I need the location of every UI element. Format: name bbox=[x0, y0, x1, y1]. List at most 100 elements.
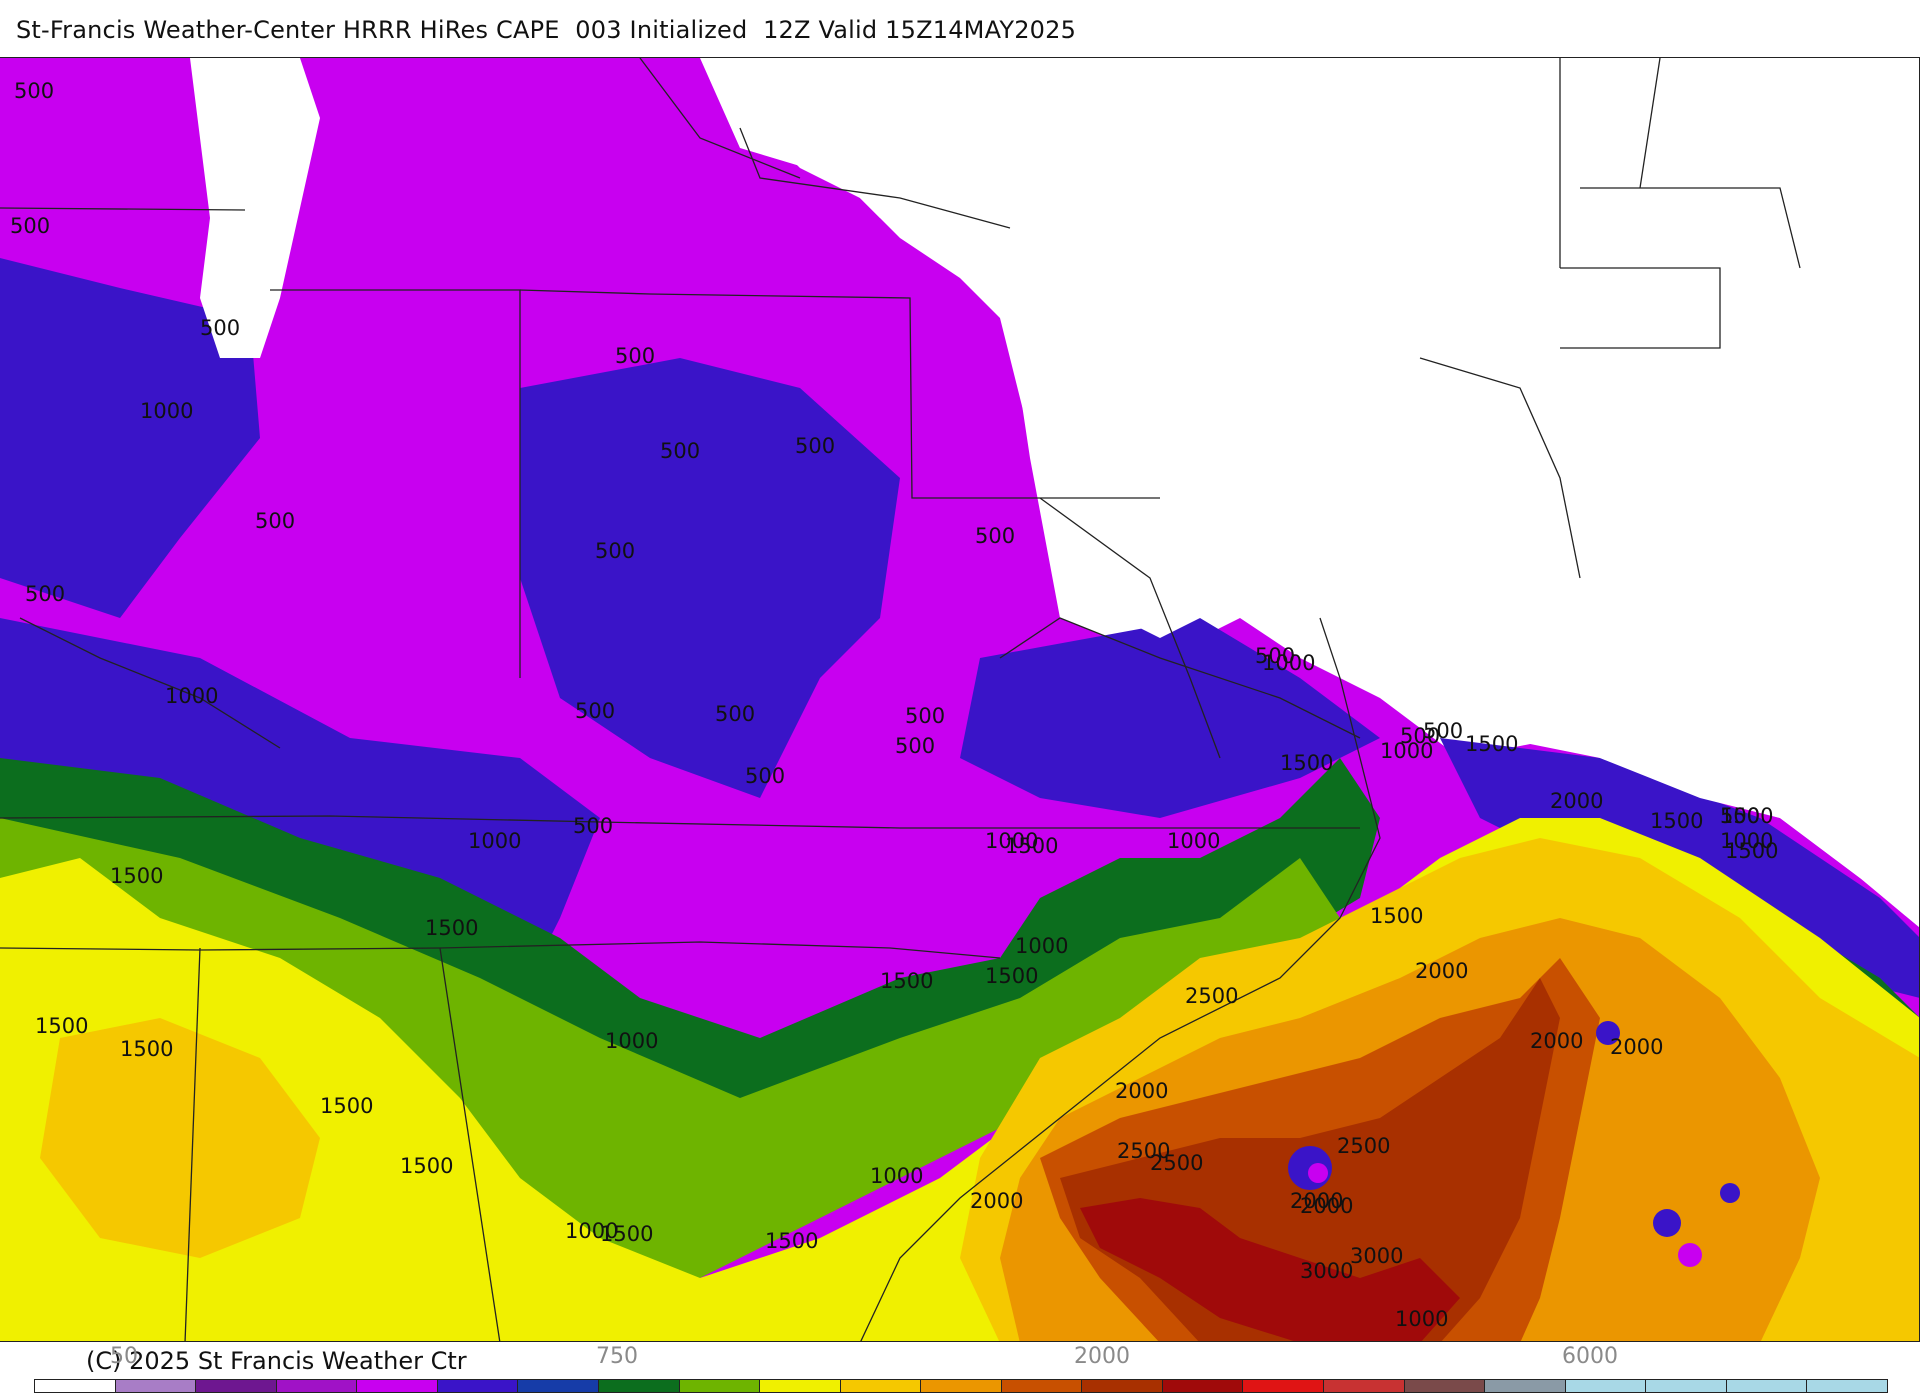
contour-label: 1500 bbox=[1280, 751, 1333, 775]
contour-label: 1000 bbox=[335, 1339, 388, 1342]
contour-label: 1500 bbox=[1465, 732, 1518, 756]
colorbar-swatch bbox=[1565, 1380, 1647, 1392]
contour-label: 1000 bbox=[165, 684, 218, 708]
contour-label: 500 bbox=[1400, 724, 1440, 748]
contour-label: 1000 bbox=[1015, 934, 1068, 958]
colorbar-swatch bbox=[357, 1380, 438, 1392]
contour-label: 500 bbox=[10, 214, 50, 238]
cape-cell bbox=[1678, 1243, 1702, 1267]
contour-label: 1000 bbox=[1380, 739, 1433, 763]
colorbar-swatch bbox=[598, 1380, 680, 1392]
contour-label: 500 bbox=[1255, 644, 1295, 668]
colorbar-swatch bbox=[1646, 1380, 1727, 1392]
map-title: St-Francis Weather-Center HRRR HiRes CAP… bbox=[16, 16, 1077, 44]
contour-label: 1000 bbox=[870, 1164, 923, 1188]
cape-region-3000 bbox=[1080, 1198, 1460, 1341]
contour-label: 2000 bbox=[1115, 1079, 1168, 1103]
contour-label: 1500 bbox=[320, 1094, 373, 1118]
state-boundaries bbox=[0, 58, 1801, 1341]
contour-label: 2500 bbox=[1117, 1139, 1170, 1163]
contour-label: 500 bbox=[255, 509, 295, 533]
contour-label: 1000 bbox=[140, 399, 193, 423]
contour-label: 1000 bbox=[468, 829, 521, 853]
contour-label: 3000 bbox=[1350, 1244, 1403, 1268]
cape-cell bbox=[1596, 1021, 1620, 1045]
contour-label: 1000 bbox=[1167, 829, 1220, 853]
contour-label: 1000 bbox=[1720, 829, 1773, 853]
cape-region-none bbox=[740, 58, 1919, 918]
copyright-text: (C) 2025 St Francis Weather Ctr bbox=[86, 1347, 467, 1375]
cape-shading bbox=[0, 58, 1919, 1341]
contour-label: 1500 bbox=[765, 1229, 818, 1253]
colorbar-swatch bbox=[115, 1380, 197, 1392]
contour-label: 1500 bbox=[110, 864, 163, 888]
contour-label: 500 bbox=[25, 582, 65, 606]
cape-region-lake bbox=[190, 58, 320, 358]
colorbar-swatch bbox=[921, 1380, 1002, 1392]
contour-label: 1500 bbox=[425, 916, 478, 940]
contour-label: 2000 bbox=[1300, 1194, 1353, 1218]
contour-label: 2500 bbox=[1150, 1151, 1203, 1175]
contour-label: 1000 bbox=[605, 1029, 658, 1053]
colorbar-swatch bbox=[1807, 1380, 1887, 1392]
contour-label: 1000 bbox=[985, 829, 1038, 853]
contour-label: 500 bbox=[975, 524, 1015, 548]
colorbar-swatch bbox=[1162, 1380, 1244, 1392]
contour-label: 1500 bbox=[600, 1222, 653, 1246]
colorbar-swatch bbox=[840, 1380, 922, 1392]
contour-label: 500 bbox=[575, 699, 615, 723]
contour-label: 1500 bbox=[1725, 839, 1778, 863]
legend-tick-label: 2000 bbox=[1074, 1344, 1130, 1369]
contour-label: 2000 bbox=[1550, 789, 1603, 813]
contour-label: 1500 bbox=[1370, 904, 1423, 928]
contour-label: 2500 bbox=[1337, 1134, 1390, 1158]
contour-label: 500 bbox=[660, 439, 700, 463]
colorbar-swatch bbox=[1001, 1380, 1083, 1392]
contour-label: 500 bbox=[745, 764, 785, 788]
contour-label: 2000 bbox=[1610, 1035, 1663, 1059]
colorbar-swatch bbox=[276, 1380, 358, 1392]
colorbar-swatch bbox=[1324, 1380, 1405, 1392]
colorbar-swatch bbox=[518, 1380, 599, 1392]
contour-label: 1500 bbox=[880, 969, 933, 993]
contour-label: 1000 bbox=[1262, 651, 1315, 675]
contour-label: 500 bbox=[895, 734, 935, 758]
contour-label: 500 bbox=[1423, 719, 1463, 743]
cape-map: 500 500 500 1000 500 500 500 500 500 500 500 1000 50… bbox=[0, 57, 1920, 1342]
contour-label: 500 bbox=[795, 434, 835, 458]
legend-tick-label: 6000 bbox=[1562, 1344, 1618, 1369]
colorbar-swatch bbox=[1485, 1380, 1566, 1392]
legend-tick-label: 750 bbox=[596, 1344, 638, 1369]
colorbar-swatch bbox=[1082, 1380, 1163, 1392]
contour-label: 2000 bbox=[970, 1189, 1023, 1213]
colorbar-swatch bbox=[760, 1380, 841, 1392]
cape-cell bbox=[1653, 1209, 1681, 1237]
legend-tick-label: 50 bbox=[110, 1344, 138, 1369]
colorbar-swatch bbox=[437, 1380, 519, 1392]
contour-label: 1500 bbox=[35, 1014, 88, 1038]
colorbar-swatch bbox=[1243, 1380, 1324, 1392]
contour-label: 1500 bbox=[1005, 834, 1058, 858]
contour-label: 500 bbox=[595, 539, 635, 563]
contour-label: 3000 bbox=[1300, 1259, 1353, 1283]
colorbar-swatch bbox=[1404, 1380, 1486, 1392]
cape-cell bbox=[1308, 1163, 1328, 1183]
cape-colorbar bbox=[34, 1379, 1888, 1393]
contour-label: 1500 bbox=[985, 964, 1038, 988]
contour-label: 500 bbox=[905, 704, 945, 728]
contour-label: 1500 bbox=[400, 1154, 453, 1178]
contour-label: 500 bbox=[573, 814, 613, 838]
colorbar-swatch bbox=[1726, 1380, 1808, 1392]
cape-cell bbox=[1720, 1183, 1740, 1203]
contour-label: 500 bbox=[14, 79, 54, 103]
contour-label: 2000 bbox=[1290, 1189, 1343, 1213]
contour-label: 1500 bbox=[120, 1037, 173, 1061]
contour-label: 1000 bbox=[1395, 1307, 1448, 1331]
contour-label: 500 bbox=[615, 344, 655, 368]
colorbar-swatch bbox=[35, 1380, 116, 1392]
colorbar-swatch bbox=[196, 1380, 277, 1392]
contour-label: 2500 bbox=[1185, 984, 1238, 1008]
contour-label: 500 bbox=[715, 702, 755, 726]
contour-label: 1500 bbox=[1650, 809, 1703, 833]
